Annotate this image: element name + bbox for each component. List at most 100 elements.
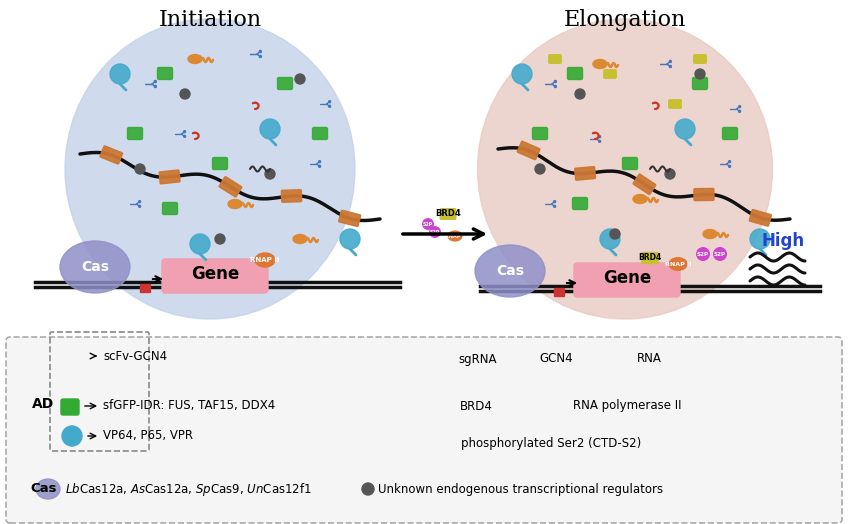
Text: RNAP II: RNAP II [445, 234, 466, 238]
Circle shape [598, 136, 601, 138]
Bar [554, 288, 564, 296]
Text: RNAP II: RNAP II [251, 257, 280, 263]
Text: S2P: S2P [430, 230, 440, 235]
Text: Unknown endogenous transcriptional regulators: Unknown endogenous transcriptional regul… [378, 483, 663, 496]
Circle shape [728, 161, 731, 162]
FancyBboxPatch shape [642, 253, 658, 264]
FancyBboxPatch shape [568, 68, 582, 80]
Circle shape [329, 101, 331, 103]
Circle shape [215, 234, 225, 244]
Circle shape [669, 60, 672, 62]
Text: AD: AD [32, 397, 54, 411]
FancyBboxPatch shape [549, 54, 561, 63]
Text: $\it{Lb}$Cas12a, $\it{As}$Cas12a, $\it{Sp}$Cas9, $\it{Un}$Cas12f1: $\it{Lb}$Cas12a, $\it{As}$Cas12a, $\it{S… [65, 481, 312, 497]
Ellipse shape [65, 19, 355, 319]
FancyBboxPatch shape [622, 158, 638, 169]
Circle shape [610, 229, 620, 239]
FancyBboxPatch shape [162, 202, 178, 214]
Circle shape [422, 219, 434, 230]
Circle shape [68, 355, 71, 358]
Ellipse shape [255, 253, 275, 267]
FancyBboxPatch shape [694, 189, 714, 201]
Circle shape [553, 201, 556, 203]
Circle shape [669, 66, 672, 68]
Circle shape [184, 135, 185, 137]
FancyBboxPatch shape [313, 127, 327, 139]
Circle shape [739, 111, 740, 112]
Ellipse shape [703, 230, 717, 238]
Text: S2P: S2P [422, 222, 434, 226]
Circle shape [265, 169, 275, 179]
Ellipse shape [593, 60, 607, 69]
Circle shape [750, 229, 770, 249]
FancyBboxPatch shape [573, 198, 587, 210]
FancyBboxPatch shape [693, 78, 707, 90]
Text: BRD4: BRD4 [638, 254, 661, 263]
Text: S2P: S2P [697, 252, 709, 257]
Circle shape [139, 205, 140, 208]
Circle shape [184, 130, 185, 133]
Text: Cas: Cas [81, 260, 109, 274]
Circle shape [340, 229, 360, 249]
Circle shape [180, 89, 190, 99]
FancyBboxPatch shape [157, 68, 173, 80]
FancyBboxPatch shape [669, 100, 681, 108]
Circle shape [553, 205, 556, 208]
Circle shape [600, 229, 620, 249]
Circle shape [62, 426, 82, 446]
FancyBboxPatch shape [575, 167, 596, 180]
FancyBboxPatch shape [574, 263, 680, 297]
FancyBboxPatch shape [100, 146, 122, 164]
Circle shape [695, 69, 705, 79]
FancyBboxPatch shape [532, 127, 547, 139]
Text: Initiation: Initiation [158, 9, 262, 31]
Circle shape [430, 227, 440, 237]
Bar [140, 284, 150, 292]
Text: Gene: Gene [603, 269, 651, 287]
Ellipse shape [228, 200, 242, 209]
Text: BRD4: BRD4 [435, 210, 461, 219]
Circle shape [675, 119, 695, 139]
Circle shape [739, 106, 740, 107]
Text: RNAP II: RNAP II [665, 261, 691, 267]
Circle shape [260, 119, 280, 139]
Text: Cas: Cas [30, 483, 56, 496]
Circle shape [259, 56, 262, 58]
Circle shape [139, 201, 140, 203]
Circle shape [443, 437, 457, 451]
Text: BRD4: BRD4 [460, 399, 493, 412]
FancyBboxPatch shape [604, 70, 616, 78]
FancyBboxPatch shape [750, 210, 771, 226]
FancyBboxPatch shape [128, 127, 143, 139]
Circle shape [697, 248, 709, 260]
Ellipse shape [524, 355, 536, 363]
Text: Cas: Cas [496, 264, 524, 278]
Circle shape [155, 85, 156, 88]
Text: GCN4: GCN4 [539, 353, 573, 366]
Circle shape [110, 64, 130, 84]
FancyBboxPatch shape [439, 400, 456, 411]
Text: High: High [762, 232, 805, 250]
FancyBboxPatch shape [633, 174, 655, 194]
FancyBboxPatch shape [162, 259, 268, 293]
FancyBboxPatch shape [694, 54, 706, 63]
Circle shape [728, 166, 731, 167]
FancyBboxPatch shape [277, 78, 292, 90]
Circle shape [575, 89, 585, 99]
Text: Gene: Gene [191, 265, 239, 283]
Circle shape [329, 105, 331, 107]
Circle shape [665, 169, 675, 179]
Circle shape [155, 80, 156, 83]
Ellipse shape [669, 258, 687, 270]
Circle shape [714, 248, 726, 260]
Text: Elongation: Elongation [564, 9, 686, 31]
FancyBboxPatch shape [518, 141, 540, 160]
Circle shape [554, 85, 557, 88]
Circle shape [259, 50, 262, 52]
Ellipse shape [60, 241, 130, 293]
FancyBboxPatch shape [212, 158, 228, 169]
FancyBboxPatch shape [440, 209, 456, 219]
Circle shape [554, 80, 557, 83]
Text: scFv-GCN4: scFv-GCN4 [103, 350, 167, 363]
Ellipse shape [475, 245, 545, 297]
